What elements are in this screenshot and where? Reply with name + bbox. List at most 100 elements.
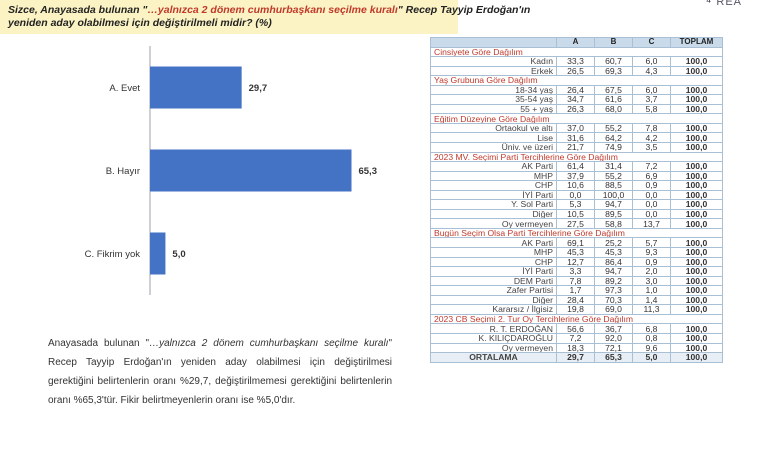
table-row: Zafer Partisi 1,7 97,3 1,0 100,0 — [430, 285, 723, 296]
cell-total: 100,0 — [670, 65, 723, 77]
cell-c: 6,0 — [632, 84, 671, 96]
cell-b: 100,0 — [594, 189, 633, 201]
cell-label: Ortaokul ve altı — [430, 122, 557, 134]
title-highlight: …yalnızca 2 dönem cumhurbaşkanı seçilme … — [147, 4, 398, 16]
cell-b: 70,3 — [594, 294, 633, 306]
cell-label: Kararsız / İlgisiz — [430, 304, 557, 315]
table-row: Diğer 28,4 70,3 1,4 100,0 — [430, 294, 723, 306]
table-row: 18-34 yaş 26,4 67,5 6,0 100,0 — [430, 84, 723, 96]
cell-label: CHP — [430, 256, 557, 268]
section-title: Eğitim Düzeyine Göre Dağılım — [430, 113, 723, 124]
table-row: 35-54 yaş 34,7 61,6 3,7 100,0 — [430, 94, 723, 105]
cell-label: İYİ Parti — [430, 189, 557, 201]
cell-a: 45,3 — [556, 247, 595, 258]
cell-a: 56,6 — [556, 323, 595, 334]
table-row: MHP 37,9 55,2 6,9 100,0 — [430, 170, 723, 182]
cell-a: 27,5 — [556, 218, 595, 229]
bar-0 — [150, 66, 242, 109]
cell-total: 100,0 — [670, 103, 723, 115]
cell-label: Diğer — [430, 294, 557, 306]
cell-label: Diğer — [430, 208, 557, 220]
cell-a: 10,6 — [556, 180, 595, 191]
cell-label: MHP — [430, 247, 557, 258]
cell-a: 1,7 — [556, 285, 595, 296]
cell-c: 4,2 — [632, 132, 671, 143]
table-row: İYİ Parti 0,0 100,0 0,0 100,0 — [430, 189, 723, 201]
cell-total: 100,0 — [670, 332, 723, 344]
cell-b: 92,0 — [594, 332, 633, 344]
cell-b: 89,5 — [594, 208, 633, 220]
cell-b: 58,8 — [594, 218, 633, 229]
cell-b: 67,5 — [594, 84, 633, 96]
cell-label: Oy vermeyen — [430, 342, 557, 354]
cell-a: 12,7 — [556, 256, 595, 268]
result-description: Anayasada bulunan "…yalnızca 2 dönem cum… — [48, 334, 392, 410]
table-row: Oy vermeyen 18,3 72,1 9,6 100,0 — [430, 342, 723, 354]
cell-total: 100,0 — [670, 266, 723, 277]
cell-c: 0,9 — [632, 180, 671, 191]
table-section-row: Cinsiyete Göre Dağılım — [430, 46, 723, 58]
cell-total: 100,0 — [670, 237, 723, 249]
table-section-row: 2023 CB Seçimi 2. Tur Oy Tercihlerine Gö… — [430, 313, 723, 325]
cell-c: 0,0 — [632, 199, 671, 210]
bar-1 — [150, 149, 352, 192]
cell-total: 100,0 — [670, 275, 723, 287]
cell-total: 100,0 — [670, 285, 723, 296]
cell-c: 5,0 — [632, 352, 671, 363]
data-label: 5,0 — [172, 249, 185, 260]
table-row: Kadın 33,3 60,7 6,0 100,0 — [430, 56, 723, 67]
cell-total: 100,0 — [670, 94, 723, 105]
cell-a: 33,3 — [556, 56, 595, 67]
table-header-row: A B C TOPLAM — [430, 37, 723, 48]
cell-b: 65,3 — [594, 352, 633, 363]
header-cell-total: TOPLAM — [670, 37, 723, 48]
cell-total: 100,0 — [670, 218, 723, 229]
cell-label: AK Parti — [430, 161, 557, 172]
cell-total: 100,0 — [670, 142, 723, 153]
cell-total: 100,0 — [670, 247, 723, 258]
table-row: Oy vermeyen 27,5 58,8 13,7 100,0 — [430, 218, 723, 229]
table-row: Ortaokul ve altı 37,0 55,2 7,8 100,0 — [430, 122, 723, 134]
cell-total: 100,0 — [670, 256, 723, 268]
table-row: K. KILIÇDAROĞLU 7,2 92,0 0,8 100,0 — [430, 332, 723, 344]
cell-a: 26,5 — [556, 65, 595, 77]
cell-a: 34,7 — [556, 94, 595, 105]
table-average-row: ORTALAMA 29,7 65,3 5,0 100,0 — [430, 352, 723, 363]
cell-a: 21,7 — [556, 142, 595, 153]
cell-total: 100,0 — [670, 323, 723, 334]
cell-c: 7,2 — [632, 161, 671, 172]
cell-a: 7,2 — [556, 332, 595, 344]
desc-line2-italic: kuralı — [363, 338, 389, 349]
cell-a: 0,0 — [556, 189, 595, 201]
question-title-line-2: yeniden aday olabilmesi için değiştirilm… — [8, 17, 272, 29]
cell-c: 0,0 — [632, 189, 671, 201]
cell-label: R. T. ERDOĞAN — [430, 323, 557, 334]
table-row: İYİ Parti 3,3 94,7 2,0 100,0 — [430, 266, 723, 277]
cell-total: 100,0 — [670, 199, 723, 210]
cell-label: 55 + yaş — [430, 103, 557, 115]
section-title: Cinsiyete Göre Dağılım — [430, 46, 723, 58]
header-cell-b: B — [594, 37, 633, 48]
cell-label: Erkek — [430, 65, 557, 77]
cell-b: 31,4 — [594, 161, 633, 172]
cell-a: 61,4 — [556, 161, 595, 172]
cell-label: DEM Parti — [430, 275, 557, 287]
cell-c: 1,0 — [632, 285, 671, 296]
cell-a: 29,7 — [556, 352, 595, 363]
desc-line4: gerektiğini belirtenlerin oranı %65,3'tü… — [48, 376, 393, 406]
desc-line5: %5,0'dır. — [256, 395, 296, 406]
table-row: CHP 12,7 86,4 0,9 100,0 — [430, 256, 723, 268]
cell-a: 10,5 — [556, 208, 595, 220]
table-section-row: Yaş Grubuna Göre Dağılım — [430, 75, 723, 86]
cell-label: Lise — [430, 132, 557, 143]
cell-b: 94,7 — [594, 199, 633, 210]
cell-label: Üniv. ve üzeri — [430, 142, 557, 153]
cell-c: 1,4 — [632, 294, 671, 306]
cell-total: 100,0 — [670, 180, 723, 191]
cell-a: 18,3 — [556, 342, 595, 354]
cell-b: 68,0 — [594, 103, 633, 115]
cell-b: 25,2 — [594, 237, 633, 249]
section-title: Bugün Seçim Olsa Parti Tercihlerine Göre… — [430, 227, 723, 239]
cell-b: 89,2 — [594, 275, 633, 287]
cell-c: 3,7 — [632, 94, 671, 105]
